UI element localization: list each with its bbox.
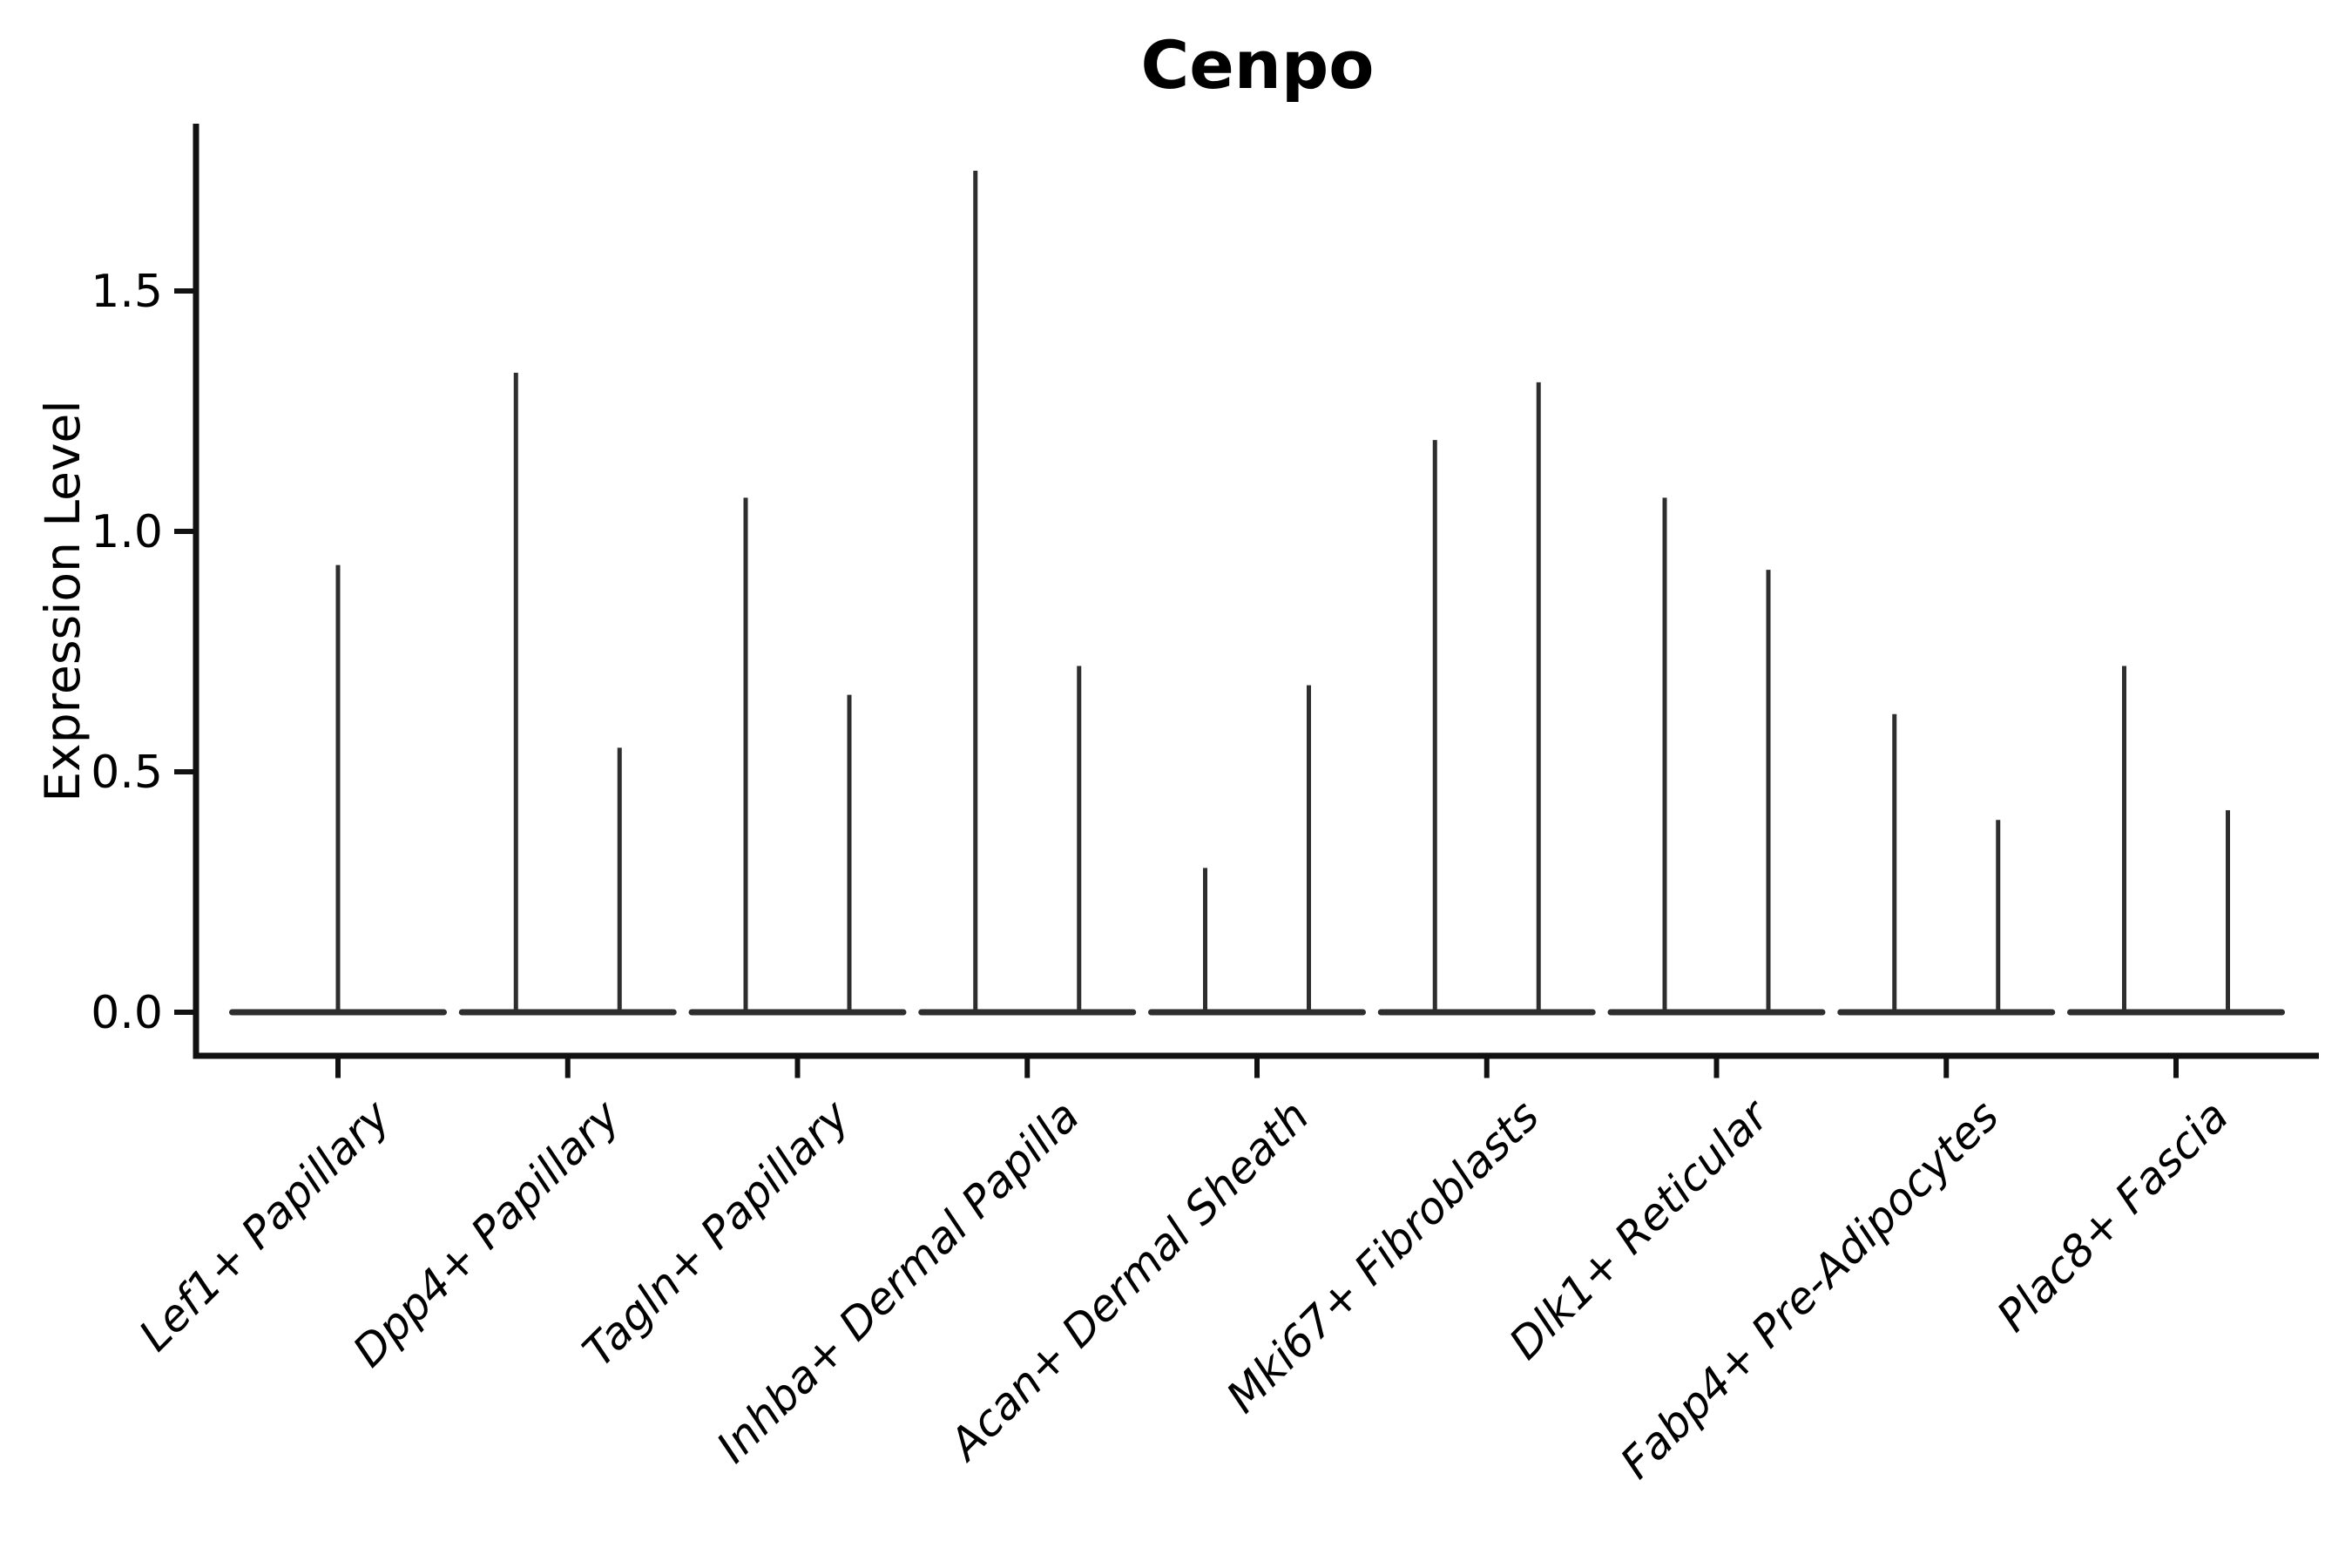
chart-title: Cenpo <box>1140 26 1375 104</box>
y-tick-label: 1.0 <box>91 506 163 558</box>
y-tick-label: 0.5 <box>91 747 163 799</box>
y-tick-label: 1.5 <box>91 266 163 318</box>
y-tick-label: 0.0 <box>91 987 163 1039</box>
